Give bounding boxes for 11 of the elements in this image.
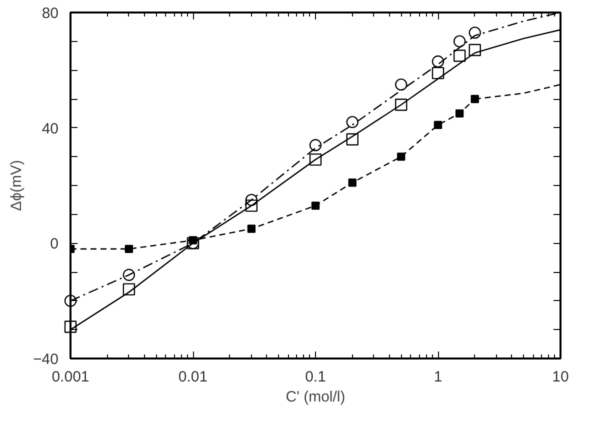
x-axis-title: C' (mol/l)	[286, 388, 346, 406]
y-tick-label: 0	[50, 236, 58, 253]
y-axis-title: Δϕ(mV)	[8, 160, 26, 211]
x-tick-label: 0.001	[52, 368, 90, 386]
x-tick-label: 0.1	[305, 368, 326, 386]
x-tick-label: 0.01	[178, 368, 208, 386]
y-tick-label: 80	[42, 5, 59, 22]
y-tick-label: −40	[33, 351, 59, 368]
x-tick-label: 10	[552, 368, 569, 386]
x-tick-label: 1	[434, 368, 442, 386]
y-tick-label: 40	[42, 120, 59, 138]
